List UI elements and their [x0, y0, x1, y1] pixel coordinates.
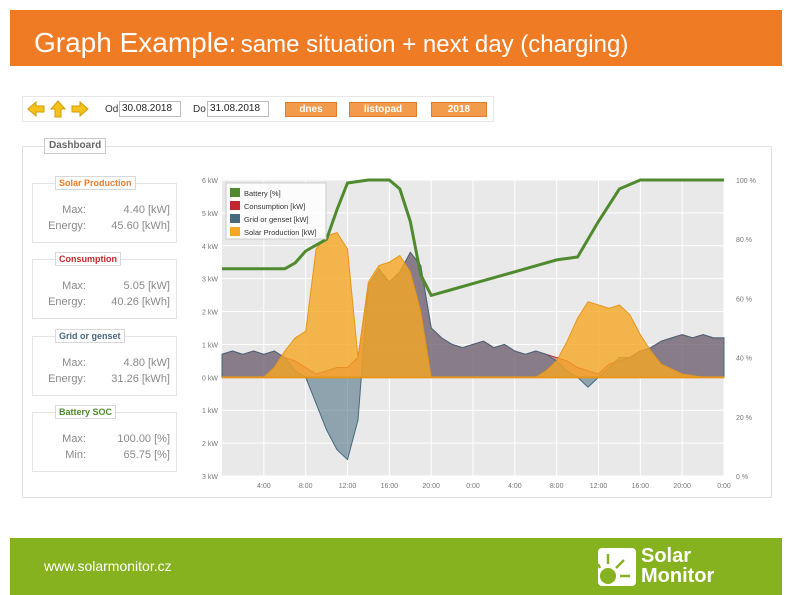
date-toolbar: Od 30.08.2018 Do 31.08.2018 dnes listopa… — [22, 96, 494, 122]
x-tick-label: 4:00 — [257, 483, 271, 490]
stat-box-solar: Solar Production Max: 4.40 [kW] Energy: 45… — [32, 176, 178, 243]
stat-value: 5.05 [kW] — [123, 280, 170, 292]
stat-key: Max: — [62, 433, 86, 445]
y-left-tick-label: 2 kW — [202, 441, 218, 448]
stat-key: Energy: — [48, 220, 86, 232]
header-bar: Graph Example: same situation + next day… — [10, 10, 782, 66]
legend-label: Battery [%] — [244, 189, 281, 198]
legend-label: Consumption [kW] — [244, 202, 305, 211]
stat-box-consumption: Consumption Max: 5.05 [kW] Energy: 40.26 [… — [32, 252, 178, 319]
footer-url[interactable]: www.solarmonitor.cz — [44, 558, 172, 574]
x-tick-label: 12:00 — [339, 483, 357, 490]
legend-swatch — [230, 188, 240, 197]
stat-row: Max: 5.05 [kW] — [33, 280, 178, 294]
stat-key: Energy: — [48, 373, 86, 385]
legend-swatch — [230, 227, 240, 236]
year-button[interactable]: 2018 — [431, 102, 487, 117]
legend-swatch — [230, 201, 240, 210]
today-button[interactable]: dnes — [285, 102, 337, 117]
y-left-tick-label: 1 kW — [202, 408, 218, 415]
from-date-input[interactable]: 30.08.2018 — [119, 101, 181, 117]
stat-box-grid: Grid or genset Max: 4.80 [kW] Energy: 31.2… — [32, 329, 178, 396]
logo-line2: Monitor — [641, 565, 715, 587]
y-left-tick-label: 0 kW — [202, 375, 218, 382]
stat-key: Max: — [62, 280, 86, 292]
stat-value: 31.26 [kWh] — [111, 373, 170, 385]
y-left-tick-label: 1 kW — [202, 342, 218, 349]
y-left-tick-label: 5 kW — [202, 211, 218, 218]
x-tick-label: 8:00 — [299, 483, 313, 490]
stat-value: 4.80 [kW] — [123, 357, 170, 369]
x-tick-label: 16:00 — [632, 483, 650, 490]
legend-swatch — [230, 214, 240, 223]
dashboard-title: Dashboard — [44, 138, 107, 154]
y-right-tick-label: 40 % — [736, 356, 752, 363]
x-tick-label: 12:00 — [590, 483, 608, 490]
stat-value: 4.40 [kW] — [123, 204, 170, 216]
stat-key: Min: — [65, 449, 86, 461]
legend-label: Grid or genset [kW] — [244, 215, 309, 224]
y-right-tick-label: 100 % — [736, 178, 756, 185]
to-date-input[interactable]: 31.08.2018 — [207, 101, 269, 117]
stat-row: Energy: 31.26 [kWh] — [33, 373, 178, 387]
y-left-tick-label: 6 kW — [202, 178, 218, 185]
month-button[interactable]: listopad — [349, 102, 417, 117]
x-tick-label: 8:00 — [550, 483, 564, 490]
stat-key: Max: — [62, 204, 86, 216]
x-tick-label: 16:00 — [381, 483, 399, 490]
stat-row: Max: 4.40 [kW] — [33, 204, 178, 218]
x-tick-label: 0:00 — [466, 483, 480, 490]
y-right-tick-label: 0 % — [736, 474, 748, 481]
to-label: Do — [193, 104, 206, 115]
y-left-tick-label: 3 kW — [202, 277, 218, 284]
stat-title: Solar Production — [55, 176, 136, 190]
arrow-up-icon[interactable] — [49, 100, 67, 118]
stat-key: Energy: — [48, 296, 86, 308]
y-right-tick-label: 80 % — [736, 237, 752, 244]
solarmonitor-logo: Solar Monitor — [596, 546, 746, 590]
slide-title-main: Graph Example: — [34, 27, 237, 58]
stat-value: 65.75 [%] — [123, 449, 170, 461]
y-right-tick-label: 60 % — [736, 296, 752, 303]
y-left-tick-label: 4 kW — [202, 244, 218, 251]
stat-title: Grid or genset — [55, 329, 125, 343]
legend-box — [225, 182, 327, 240]
legend-label: Solar Production [kW] — [244, 228, 317, 237]
from-label: Od — [105, 104, 119, 115]
y-right-tick-label: 20 % — [736, 415, 752, 422]
y-left-tick-label: 2 kW — [202, 310, 218, 317]
sun-logo-icon — [596, 548, 636, 586]
stat-row: Energy: 40.26 [kWh] — [33, 296, 178, 310]
series-battery-line — [222, 178, 724, 298]
stat-row: Min: 65.75 [%] — [33, 449, 178, 463]
stat-value: 100.00 [%] — [117, 433, 170, 445]
logo-line1: Solar — [641, 545, 692, 567]
slide-title: Graph Example: same situation + next day… — [34, 27, 628, 59]
y-left-tick-label: 3 kW — [202, 474, 218, 481]
stat-key: Max: — [62, 357, 86, 369]
stat-title: Consumption — [55, 252, 121, 266]
stat-value: 40.26 [kWh] — [111, 296, 170, 308]
footer-bar: www.solarmonitor.cz Solar Monitor — [10, 538, 782, 595]
stat-title: Battery SOC — [55, 405, 117, 419]
stat-row: Max: 100.00 [%] — [33, 433, 178, 447]
slide-title-sub: same situation + next day (charging) — [240, 31, 629, 58]
x-tick-label: 20:00 — [422, 483, 440, 490]
stat-row: Max: 4.80 [kW] — [33, 357, 178, 371]
arrow-right-icon[interactable] — [71, 100, 89, 118]
logo-text: Solar Monitor — [641, 546, 714, 586]
x-tick-label: 0:00 — [717, 483, 731, 490]
energy-chart: 6 kW 5 kW 4 kW 3 kW 2 kW 1 kW 0 kW 1 kW 2 kW 3 kW… — [202, 178, 756, 490]
stat-value: 45.60 [kWh] — [111, 220, 170, 232]
arrow-left-icon[interactable] — [27, 100, 45, 118]
x-tick-label: 20:00 — [673, 483, 691, 490]
stat-box-battery: Battery SOC Max: 100.00 [%] Min: 65.75 [%] — [32, 405, 178, 472]
x-tick-label: 4:00 — [508, 483, 522, 490]
stat-row: Energy: 45.60 [kWh] — [33, 220, 178, 234]
